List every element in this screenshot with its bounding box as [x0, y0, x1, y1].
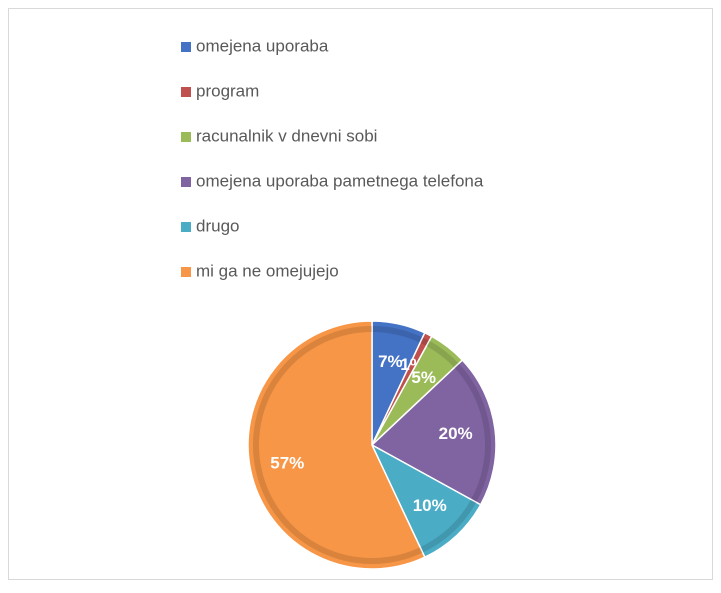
pie-slice: [370, 443, 482, 559]
legend-label: drugo: [196, 216, 239, 235]
legend-swatch: [181, 42, 191, 52]
data-label: 57%: [270, 453, 304, 472]
pie-slice: [370, 359, 497, 506]
legend-label: omejena uporaba pametnega telefona: [196, 171, 484, 190]
slice-bevel: [420, 337, 430, 346]
slice-bevel: [420, 499, 477, 553]
slice-bevel: [454, 363, 491, 503]
slice-bevel: [371, 326, 423, 343]
legend-swatch: [181, 87, 191, 97]
pie-slice: [247, 320, 426, 570]
legend-label: omejena uporaba: [196, 36, 329, 55]
slice-bevel: [253, 326, 423, 564]
legend-label: racunalnik v dnevni sobi: [196, 126, 377, 145]
slice-bevel: [426, 340, 459, 368]
legend-swatch: [181, 132, 191, 142]
legend-swatch: [181, 267, 191, 277]
data-label: 20%: [439, 424, 473, 443]
data-label: 7%: [378, 352, 403, 371]
legend-swatch: [181, 222, 191, 232]
legend-swatch: [181, 177, 191, 187]
legend-label: mi ga ne omejujejo: [196, 261, 339, 280]
data-label: 5%: [411, 368, 436, 387]
data-label: 10%: [413, 496, 447, 515]
legend-label: program: [196, 81, 259, 100]
